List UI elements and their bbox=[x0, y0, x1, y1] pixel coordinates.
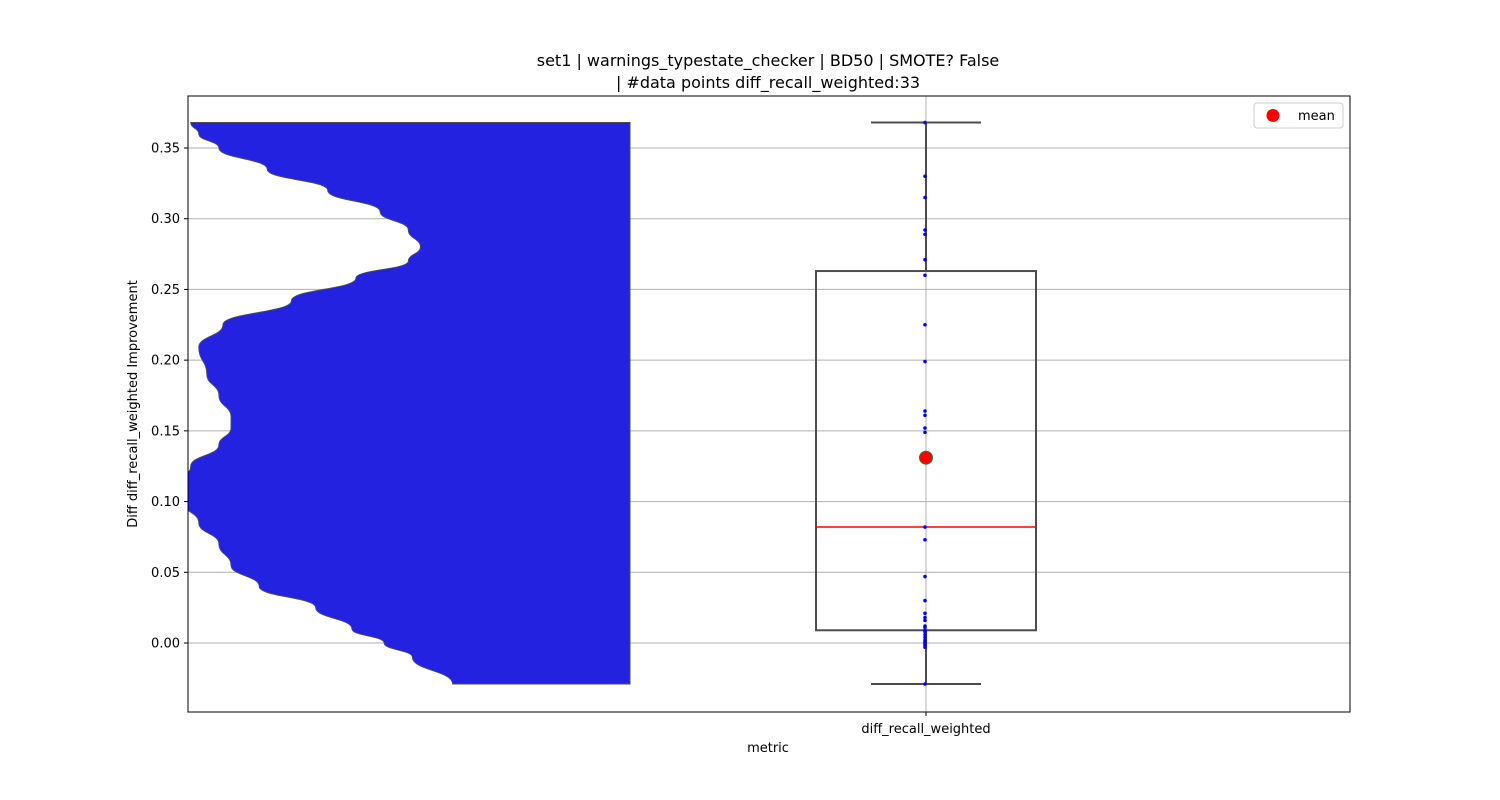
data-point bbox=[923, 120, 927, 125]
y-tick-label: 0.00 bbox=[151, 637, 180, 652]
y-tick-label: 0.20 bbox=[151, 354, 180, 369]
chart-title-line-1: set1 | warnings_typestate_checker | BD50… bbox=[536, 51, 1000, 70]
mean-marker bbox=[919, 450, 933, 465]
y-tick-label: 0.05 bbox=[151, 566, 180, 581]
data-point bbox=[923, 618, 927, 623]
data-point bbox=[923, 426, 927, 430]
data-point bbox=[923, 232, 927, 237]
data-point bbox=[923, 228, 927, 232]
data-point bbox=[923, 625, 927, 630]
data-point bbox=[923, 615, 927, 620]
y-axis-ticks: 0.00 0.05 0.10 0.15 0.20 0.25 0.30 0.35 bbox=[151, 142, 188, 652]
data-point bbox=[923, 174, 927, 179]
data-point bbox=[923, 611, 927, 616]
violin bbox=[188, 122, 631, 685]
data-point bbox=[923, 629, 927, 634]
data-point bbox=[923, 322, 927, 327]
y-axis-label: Diff diff_recall_weighted Improvement bbox=[126, 280, 141, 528]
y-tick-label: 0.30 bbox=[151, 212, 180, 227]
data-point bbox=[923, 413, 927, 418]
data-point bbox=[923, 598, 927, 603]
x-tick-label: diff_recall_weighted bbox=[861, 722, 990, 737]
x-axis-label: metric bbox=[747, 741, 789, 756]
legend-mean-label: mean bbox=[1298, 109, 1335, 124]
data-points bbox=[919, 120, 933, 686]
legend-frame bbox=[1253, 102, 1344, 129]
data-point bbox=[923, 195, 927, 200]
data-point bbox=[923, 359, 927, 364]
legend: mean bbox=[1253, 102, 1344, 129]
plot-frame bbox=[187, 95, 1351, 713]
data-point bbox=[923, 525, 927, 529]
data-point bbox=[923, 645, 927, 650]
y-tick-label: 0.35 bbox=[151, 142, 180, 157]
data-point bbox=[923, 257, 927, 262]
data-point bbox=[923, 574, 927, 579]
data-point bbox=[923, 537, 927, 542]
data-point bbox=[923, 635, 927, 640]
chart-title-line-2: | #data points diff_recall_weighted:33 bbox=[615, 73, 921, 92]
data-point bbox=[923, 632, 927, 637]
data-point bbox=[923, 682, 927, 686]
legend-mean-marker bbox=[1266, 109, 1280, 122]
data-point bbox=[923, 430, 927, 435]
data-point bbox=[923, 273, 927, 278]
y-tick-label: 0.15 bbox=[151, 424, 180, 439]
y-tick-label: 0.25 bbox=[151, 283, 180, 298]
violin-shape bbox=[188, 122, 631, 685]
data-point bbox=[923, 409, 927, 413]
y-tick-label: 0.10 bbox=[151, 495, 180, 510]
